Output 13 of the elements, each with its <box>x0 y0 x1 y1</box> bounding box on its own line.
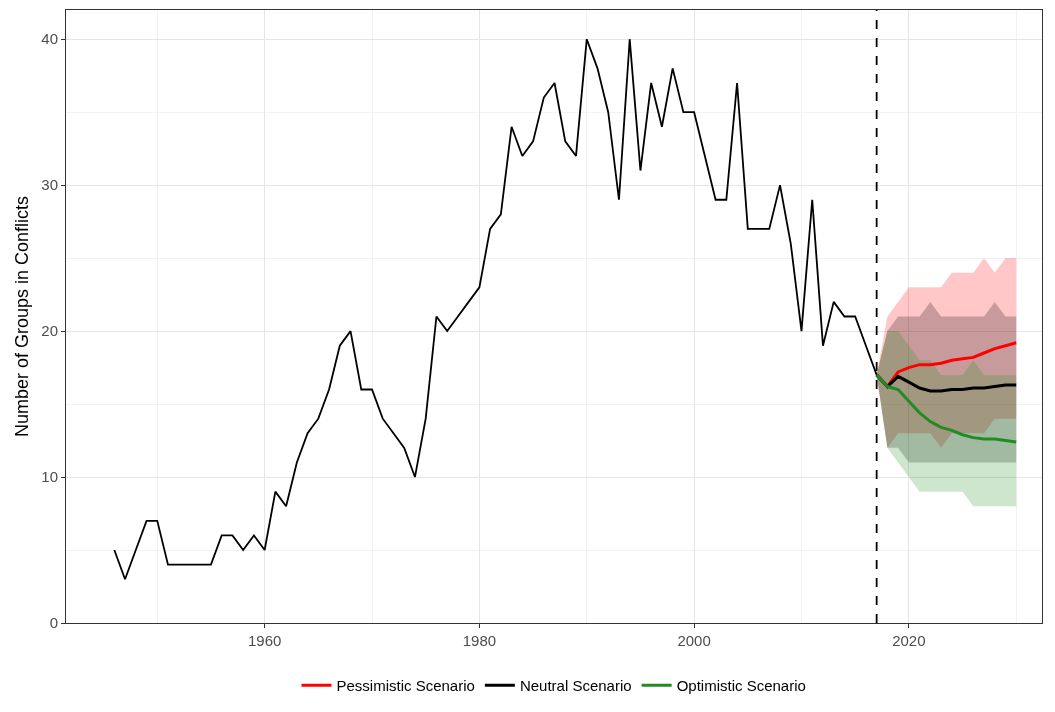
y-axis-title: Number of Groups in Conflicts <box>11 195 32 438</box>
x-tick-label: 1960 <box>247 632 282 649</box>
y-tick-label: 0 <box>49 614 58 632</box>
y-tick-label: 30 <box>41 176 58 194</box>
x-tick-label: 2020 <box>892 632 926 649</box>
x-tick-label: 1980 <box>462 632 497 649</box>
legend-label: Pessimistic Scenario <box>336 677 475 695</box>
y-tick-label: 10 <box>41 468 58 486</box>
y-tick-label: 40 <box>41 30 58 48</box>
legend-label: Optimistic Scenario <box>676 677 806 695</box>
y-tick-label: 20 <box>41 322 58 340</box>
x-tick-label: 2000 <box>677 632 711 649</box>
legend-label: Neutral Scenario <box>519 677 632 695</box>
